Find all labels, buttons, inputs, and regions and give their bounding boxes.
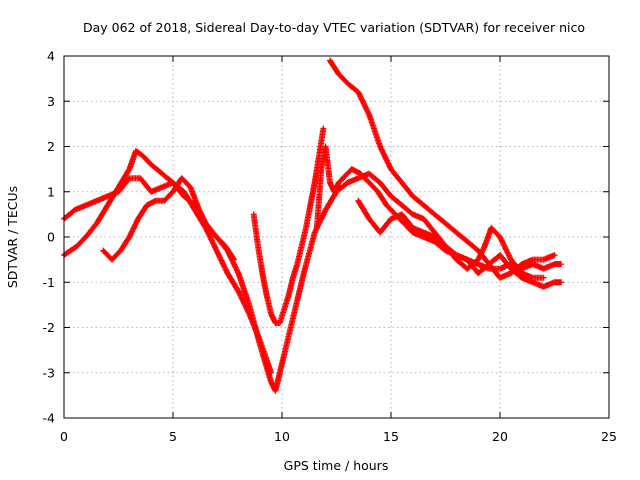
chart-title: Day 062 of 2018, Sidereal Day-to-day VTE… xyxy=(83,20,585,35)
y-tick-label: -1 xyxy=(43,275,55,290)
series-track-f xyxy=(327,57,558,281)
x-axis-label: GPS time / hours xyxy=(284,458,389,473)
x-tick-label: 5 xyxy=(169,429,177,444)
y-tick-label: 1 xyxy=(47,184,55,199)
plus-markers xyxy=(355,197,547,281)
x-tick-label: 15 xyxy=(383,429,399,444)
series-track-c xyxy=(100,175,237,263)
x-tick-label: 25 xyxy=(601,429,617,444)
y-tick-label: 2 xyxy=(47,139,55,154)
y-tick-label: 3 xyxy=(47,94,55,109)
x-tick-label: 0 xyxy=(60,429,68,444)
x-tick-label: 20 xyxy=(492,429,508,444)
series-track-g xyxy=(355,197,547,281)
y-tick-label: -2 xyxy=(43,320,55,335)
y-tick-label: 4 xyxy=(47,49,55,64)
y-tick-label: -3 xyxy=(43,365,55,380)
plus-markers xyxy=(100,175,237,263)
y-axis-label: SDTVAR / TECUs xyxy=(5,186,20,288)
plus-markers xyxy=(327,57,558,281)
y-tick-label: 0 xyxy=(47,230,55,245)
y-tick-label: -4 xyxy=(43,411,56,426)
plus-markers xyxy=(250,125,327,326)
x-tick-label: 10 xyxy=(274,429,290,444)
series-track-d xyxy=(250,125,327,326)
